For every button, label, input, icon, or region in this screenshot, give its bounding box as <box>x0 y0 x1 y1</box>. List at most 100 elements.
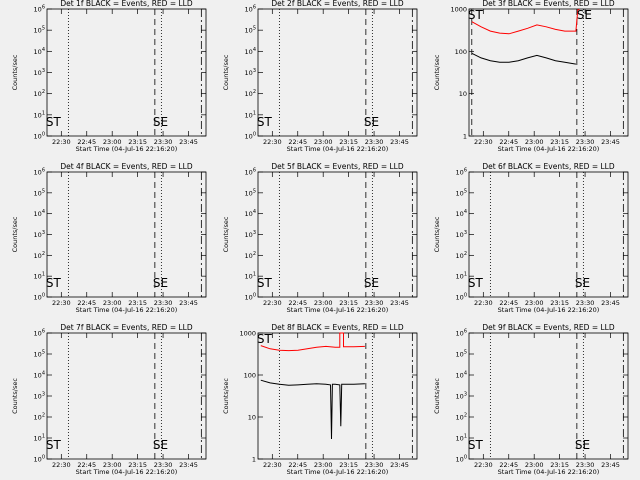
chart-panel: Det 7f BLACK = Events, RED = LLD 100 101 10… <box>11 323 207 476</box>
x-tick-label: 23:15 <box>339 299 358 307</box>
x-tick-label: 22:30 <box>474 461 493 469</box>
plot-frame <box>257 332 418 460</box>
chart-panel: Det 9f BLACK = Events, RED = LLD 100 101 10… <box>433 323 629 476</box>
marker-annotation: SE <box>577 8 592 22</box>
y-tick-label: 102 <box>34 413 45 422</box>
x-tick-label: 22:30 <box>52 138 71 146</box>
x-tick-label: 22:30 <box>52 461 71 469</box>
y-axis-label: Counts/sec <box>11 216 19 252</box>
plot-frame <box>46 8 207 137</box>
x-tick-label: 22:45 <box>499 138 518 146</box>
x-tick-label: 23:00 <box>525 461 544 469</box>
y-tick-label: 102 <box>34 251 45 260</box>
y-tick-label: 100 <box>34 293 45 302</box>
series-line <box>471 52 576 65</box>
y-axis-label: Counts/sec <box>222 54 230 90</box>
x-tick-label: 22:45 <box>288 461 307 469</box>
x-tick-label: 23:15 <box>550 138 569 146</box>
y-tick-label: 106 <box>34 5 45 14</box>
y-tick-label: 104 <box>34 209 45 218</box>
x-tick-label: 23:00 <box>525 299 544 307</box>
plot-frame <box>46 171 207 298</box>
y-tick-label: 103 <box>245 68 256 77</box>
chart-panel: Det 4f BLACK = Events, RED = LLD 100 101 10… <box>11 162 207 314</box>
chart-title: Det 2f BLACK = Events, RED = LLD <box>271 0 404 8</box>
chart-panel: Det 5f BLACK = Events, RED = LLD 100 101 10… <box>222 162 418 314</box>
marker-annotation: ST <box>257 115 273 129</box>
y-tick-label: 104 <box>245 209 256 218</box>
plot-frame <box>468 8 629 137</box>
y-tick-label: 100 <box>456 293 467 302</box>
x-tick-label: 22:45 <box>77 299 96 307</box>
x-tick-label: 23:15 <box>550 461 569 469</box>
y-tick-label: 103 <box>34 230 45 239</box>
x-tick-label: 23:30 <box>154 138 173 146</box>
y-tick-label: 106 <box>34 329 45 338</box>
y-tick-label: 103 <box>34 392 45 401</box>
marker-annotation: SE <box>153 115 168 129</box>
plot-frame <box>257 171 418 298</box>
y-tick-label: 100 <box>244 372 256 380</box>
x-tick-label: 23:15 <box>339 138 358 146</box>
chart-title: Det 9f BLACK = Events, RED = LLD <box>482 323 615 332</box>
y-tick-label: 1000 <box>239 330 256 338</box>
chart-title: Det 6f BLACK = Events, RED = LLD <box>482 162 615 171</box>
marker-annotation: ST <box>468 276 484 290</box>
y-tick-label: 100 <box>456 455 467 464</box>
chart-panel: Det 8f BLACK = Events, RED = LLD 1 10 100 10… <box>222 323 418 476</box>
y-tick-label: 100 <box>34 132 45 141</box>
y-axis-label: Counts/sec <box>433 216 441 252</box>
x-tick-label: 23:45 <box>601 138 620 146</box>
y-tick-label: 103 <box>456 230 467 239</box>
x-tick-label: 23:00 <box>314 299 333 307</box>
y-tick-label: 105 <box>245 26 256 35</box>
marker-annotation: SE <box>575 276 590 290</box>
chart-panel: Det 2f BLACK = Events, RED = LLD 100 101 10… <box>222 0 418 153</box>
x-tick-label: 23:45 <box>601 299 620 307</box>
y-tick-label: 103 <box>34 68 45 77</box>
y-tick-label: 104 <box>34 371 45 380</box>
x-tick-label: 23:45 <box>179 299 198 307</box>
y-tick-label: 103 <box>456 392 467 401</box>
x-tick-label: 23:00 <box>103 138 122 146</box>
x-axis-label: Start Time (04-Jul-16 22:16:20) <box>76 145 178 153</box>
plot-frame <box>468 171 629 298</box>
y-tick-label: 102 <box>456 413 467 422</box>
marker-annotation: SE <box>575 438 590 452</box>
x-tick-label: 23:00 <box>525 138 544 146</box>
x-tick-label: 22:45 <box>499 461 518 469</box>
x-tick-label: 23:15 <box>550 299 569 307</box>
y-tick-label: 1000 <box>450 6 467 14</box>
x-tick-label: 23:00 <box>103 299 122 307</box>
marker-annotation: ST <box>468 8 484 22</box>
x-tick-label: 23:30 <box>154 299 173 307</box>
chart-title: Det 8f BLACK = Events, RED = LLD <box>271 323 404 332</box>
marker-annotation: SE <box>364 115 379 129</box>
y-tick-label: 105 <box>245 188 256 197</box>
marker-annotation: SE <box>364 276 379 290</box>
y-axis-label: Counts/sec <box>433 54 441 90</box>
y-tick-label: 103 <box>245 230 256 239</box>
x-tick-label: 22:30 <box>263 299 282 307</box>
x-tick-label: 23:30 <box>365 138 384 146</box>
chart-panel: Det 1f BLACK = Events, RED = LLD 100 101 10… <box>11 0 207 153</box>
chart-panel: Det 3f BLACK = Events, RED = LLD 1 10 100 10… <box>433 0 629 153</box>
y-tick-label: 106 <box>245 168 256 177</box>
x-tick-label: 23:15 <box>128 138 147 146</box>
y-tick-label: 106 <box>34 168 45 177</box>
x-tick-label: 23:30 <box>365 461 384 469</box>
y-tick-label: 106 <box>456 329 467 338</box>
marker-annotation: ST <box>46 115 62 129</box>
y-tick-label: 101 <box>34 110 45 119</box>
marker-annotation: ST <box>257 276 273 290</box>
plot-frame <box>468 332 629 460</box>
x-tick-label: 23:00 <box>103 461 122 469</box>
y-tick-label: 100 <box>245 132 256 141</box>
x-tick-label: 22:45 <box>499 299 518 307</box>
x-axis-label: Start Time (04-Jul-16 22:16:20) <box>287 306 389 314</box>
chart-title: Det 1f BLACK = Events, RED = LLD <box>60 0 193 8</box>
x-axis-label: Start Time (04-Jul-16 22:16:20) <box>287 145 389 153</box>
plot-frame <box>46 332 207 460</box>
y-tick-label: 1 <box>252 456 256 464</box>
